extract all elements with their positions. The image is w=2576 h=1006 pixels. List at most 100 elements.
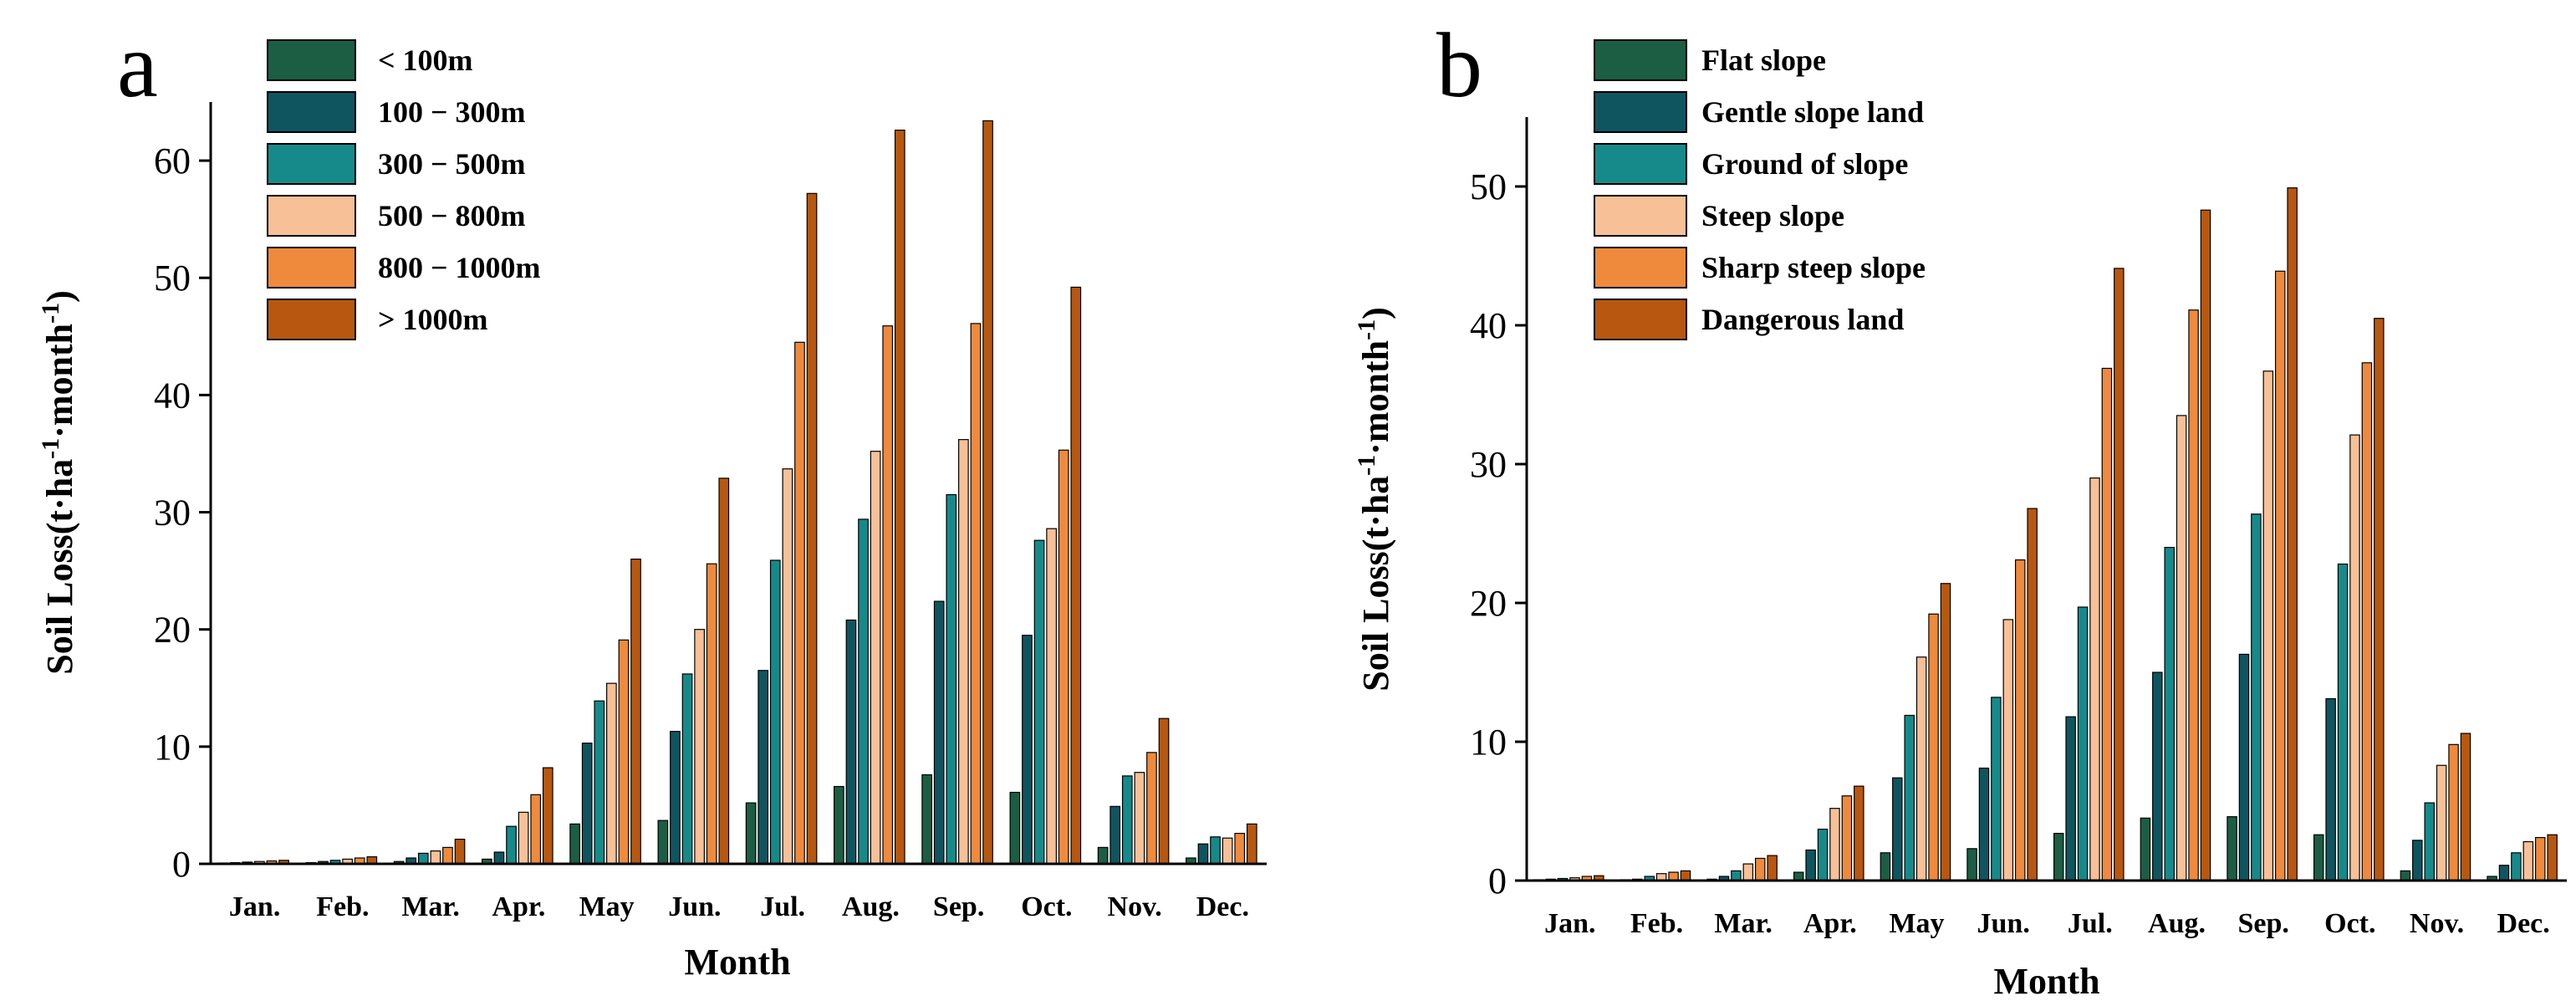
panel-b-bar: [2200, 209, 2211, 881]
panel-b-x-category-label: Oct.: [2324, 908, 2375, 939]
panel-b-y-tick-label: 10: [1470, 722, 1507, 763]
panel-a-bar: [745, 802, 757, 865]
panel-a-bar: [417, 852, 429, 865]
panel-a-x-title: Month: [684, 942, 790, 983]
panel-a-y-ticks: 0 10 20 30 40 50 60: [154, 140, 211, 885]
panel-a-bar: [894, 130, 905, 865]
panel-b-bar: [2077, 606, 2089, 881]
panel-b-bar: [1978, 767, 1990, 881]
panel-b-bar: [2065, 716, 2076, 881]
panel-b-x-categories: Jan. Feb. Mar. Apr. May Jun. Jul. Aug. Sep. Oct. N…: [1544, 908, 2550, 939]
panel-b-legend-swatch: [1594, 143, 1687, 185]
panel-b-x-category-label: Mar.: [1714, 908, 1773, 939]
panel-a-bar: [933, 600, 945, 865]
panel-a-bar: [834, 785, 844, 865]
panel-b-bar: [2511, 852, 2522, 881]
panel-b-bar: [2002, 619, 2014, 881]
panel-a-x-category-label: Sep.: [933, 891, 984, 922]
panel-a-bar: [1022, 635, 1033, 865]
panel-b-bar: [1742, 863, 1754, 881]
panel-a-bar: [1109, 805, 1121, 865]
panel-b-bar: [2014, 559, 2026, 881]
panel-b-legend: Flat slope Gentle slope land Ground of slo…: [1594, 39, 1926, 340]
panel-b-y-title-mid: ·month: [1355, 340, 1396, 455]
panel-a-bar: [1146, 752, 1157, 865]
panel-a-legend-swatch: [267, 195, 356, 237]
panel-a-bar: [506, 825, 517, 865]
panel-a-bar: [1234, 832, 1246, 865]
panel-a-bar: [1210, 836, 1221, 865]
panel-b-letter: b: [1436, 14, 1482, 116]
panel-b-bar: [2522, 840, 2534, 881]
panel-a-x-categories: Jan. Feb. Mar. Apr. May Jun. Jul. Aug. Sep. Oct. N…: [229, 891, 1249, 922]
panel-a-bar: [594, 700, 605, 865]
panel-b-bar: [2089, 477, 2100, 881]
panel-b-bar: [2374, 318, 2385, 881]
panel-b-bar: [2188, 309, 2199, 881]
panel-a-bar: [806, 192, 818, 865]
panel-a-bar: [1197, 843, 1209, 865]
panel-b-x-category-label: Feb.: [1630, 908, 1683, 939]
panel-b-bar: [2053, 832, 2064, 881]
panel-b-bar: [2534, 836, 2546, 881]
panel-a-x-category-label: Jan.: [229, 891, 280, 922]
panel-a-letter: a: [117, 14, 158, 116]
panel-a-bar: [845, 619, 857, 865]
panel-a-x-category-label: Jul.: [760, 891, 805, 922]
panel-a-legend-label: 500 − 800m: [378, 199, 526, 232]
panel-b-bar: [2251, 513, 2262, 881]
panel-b-legend-label: Sharp steep slope: [1701, 251, 1926, 284]
panel-b-bar: [2412, 840, 2423, 881]
panel-a-bar: [430, 850, 441, 865]
panel-b-bar: [2274, 270, 2286, 881]
panel-a-bar: [1246, 823, 1257, 865]
panel-a-x-category-label: Oct.: [1021, 891, 1072, 922]
panel-b-legend-label: Steep slope: [1701, 199, 1844, 232]
panel-a-bar: [706, 563, 717, 865]
panel-a-legend-label: > 1000m: [378, 303, 488, 336]
panel-b-bar: [1680, 870, 1691, 881]
panel-a-y-title: Soil Loss(t·ha-1·month-1): [37, 290, 80, 675]
panel-a-bars: [217, 120, 1257, 865]
panel-a-bar: [442, 846, 453, 865]
panel-b-bar: [1928, 613, 1939, 881]
panel-a-bar: [493, 851, 505, 865]
panel-b-bar: [1892, 777, 1903, 881]
panel-a-legend-swatch: [267, 299, 356, 340]
panel-a-bar: [718, 477, 730, 865]
panel-b-bar: [2436, 764, 2447, 881]
panel-b-bar: [1841, 795, 1853, 881]
panel-b-bar: [2361, 362, 2373, 881]
panel-a-x-category-label: Nov.: [1108, 891, 1162, 922]
panel-b-legend-swatch: [1594, 91, 1687, 133]
panel-b-bar: [2400, 870, 2411, 881]
panel-b-y-title-main: Soil Loss(t·ha: [1355, 476, 1396, 692]
panel-b-bar: [2547, 834, 2558, 881]
panel-b-legend-swatch: [1594, 195, 1687, 237]
panel-a-x-category-label: Apr.: [492, 891, 545, 922]
panel-b-legend-label: Ground of slope: [1701, 147, 1908, 181]
panel-a-x-category-label: Dec.: [1196, 891, 1249, 922]
panel-a-legend-label: 800 − 1000m: [378, 251, 541, 284]
panel-b-y-tick-label: 0: [1488, 860, 1507, 901]
panel-a-bar: [970, 323, 982, 865]
panel-b-bar: [2262, 370, 2274, 881]
panel-a-bar: [794, 341, 805, 865]
panel-a-y-tick-label: 40: [154, 375, 191, 416]
panel-a-bar: [1009, 791, 1021, 865]
panel-a-bar: [1033, 539, 1045, 865]
panel-b-bars: [1533, 187, 2558, 881]
panel-b-bar: [1754, 857, 1766, 881]
panel-b-bar: [2176, 415, 2187, 881]
panel-a-legend-swatch: [267, 91, 356, 133]
panel-a-y-title-sup1: -1: [37, 438, 64, 459]
panel-a-legend-swatch: [267, 247, 356, 289]
panel-b-bar: [1817, 828, 1829, 881]
panel-a-y-title-end: ): [39, 290, 80, 303]
panel-b-bar: [2498, 865, 2510, 881]
panel-b-bar: [2152, 672, 2163, 881]
panel-a-y-title-mid: ·month: [39, 324, 80, 438]
panel-a-bar: [1097, 846, 1109, 865]
